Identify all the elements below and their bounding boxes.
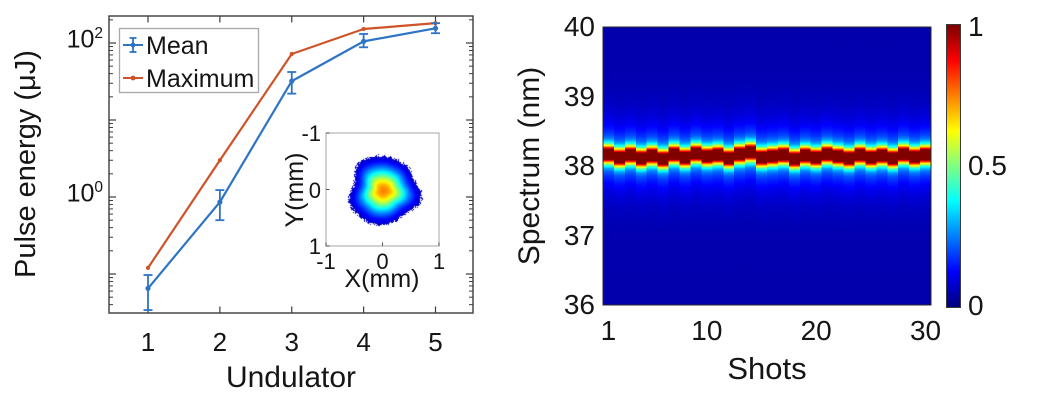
spectrum-heatmap-canvas (603, 27, 931, 305)
beam-profile-canvas (327, 134, 438, 245)
colorbar-canvas (946, 24, 961, 308)
